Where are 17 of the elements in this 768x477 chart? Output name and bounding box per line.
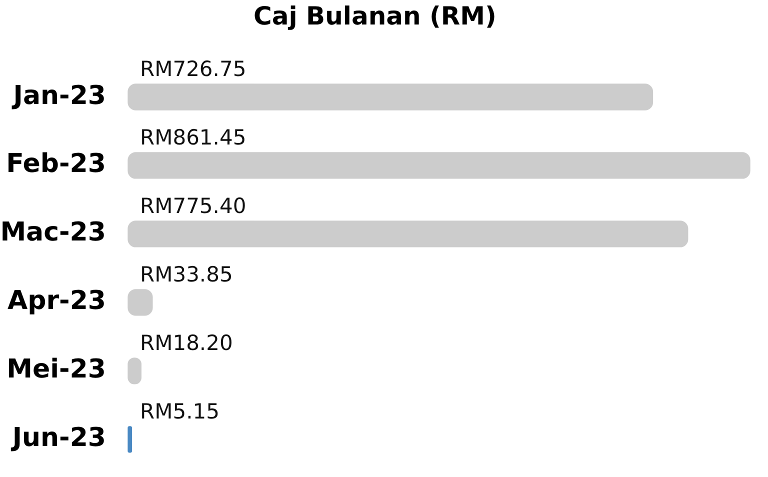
y-tick-label: Mac-23 <box>0 218 106 248</box>
bar <box>128 84 654 110</box>
y-tick-label: Apr-23 <box>7 286 106 316</box>
data-label: RM861.45 <box>140 125 246 150</box>
y-tick-label: Jan-23 <box>11 80 106 111</box>
data-label: RM18.20 <box>140 330 233 355</box>
chart-title: Caj Bulanan (RM) <box>254 2 496 30</box>
y-tick-label: Mei-23 <box>6 354 106 385</box>
y-tick-label: Jun-23 <box>10 423 106 454</box>
bar <box>128 426 132 453</box>
data-label: RM775.40 <box>140 194 246 218</box>
data-label: RM726.75 <box>140 57 246 81</box>
y-tick-label: Feb-23 <box>6 149 106 180</box>
data-label: RM5.15 <box>140 399 220 424</box>
data-label: RM33.85 <box>140 262 233 286</box>
bar <box>128 152 750 179</box>
bar <box>128 220 688 248</box>
